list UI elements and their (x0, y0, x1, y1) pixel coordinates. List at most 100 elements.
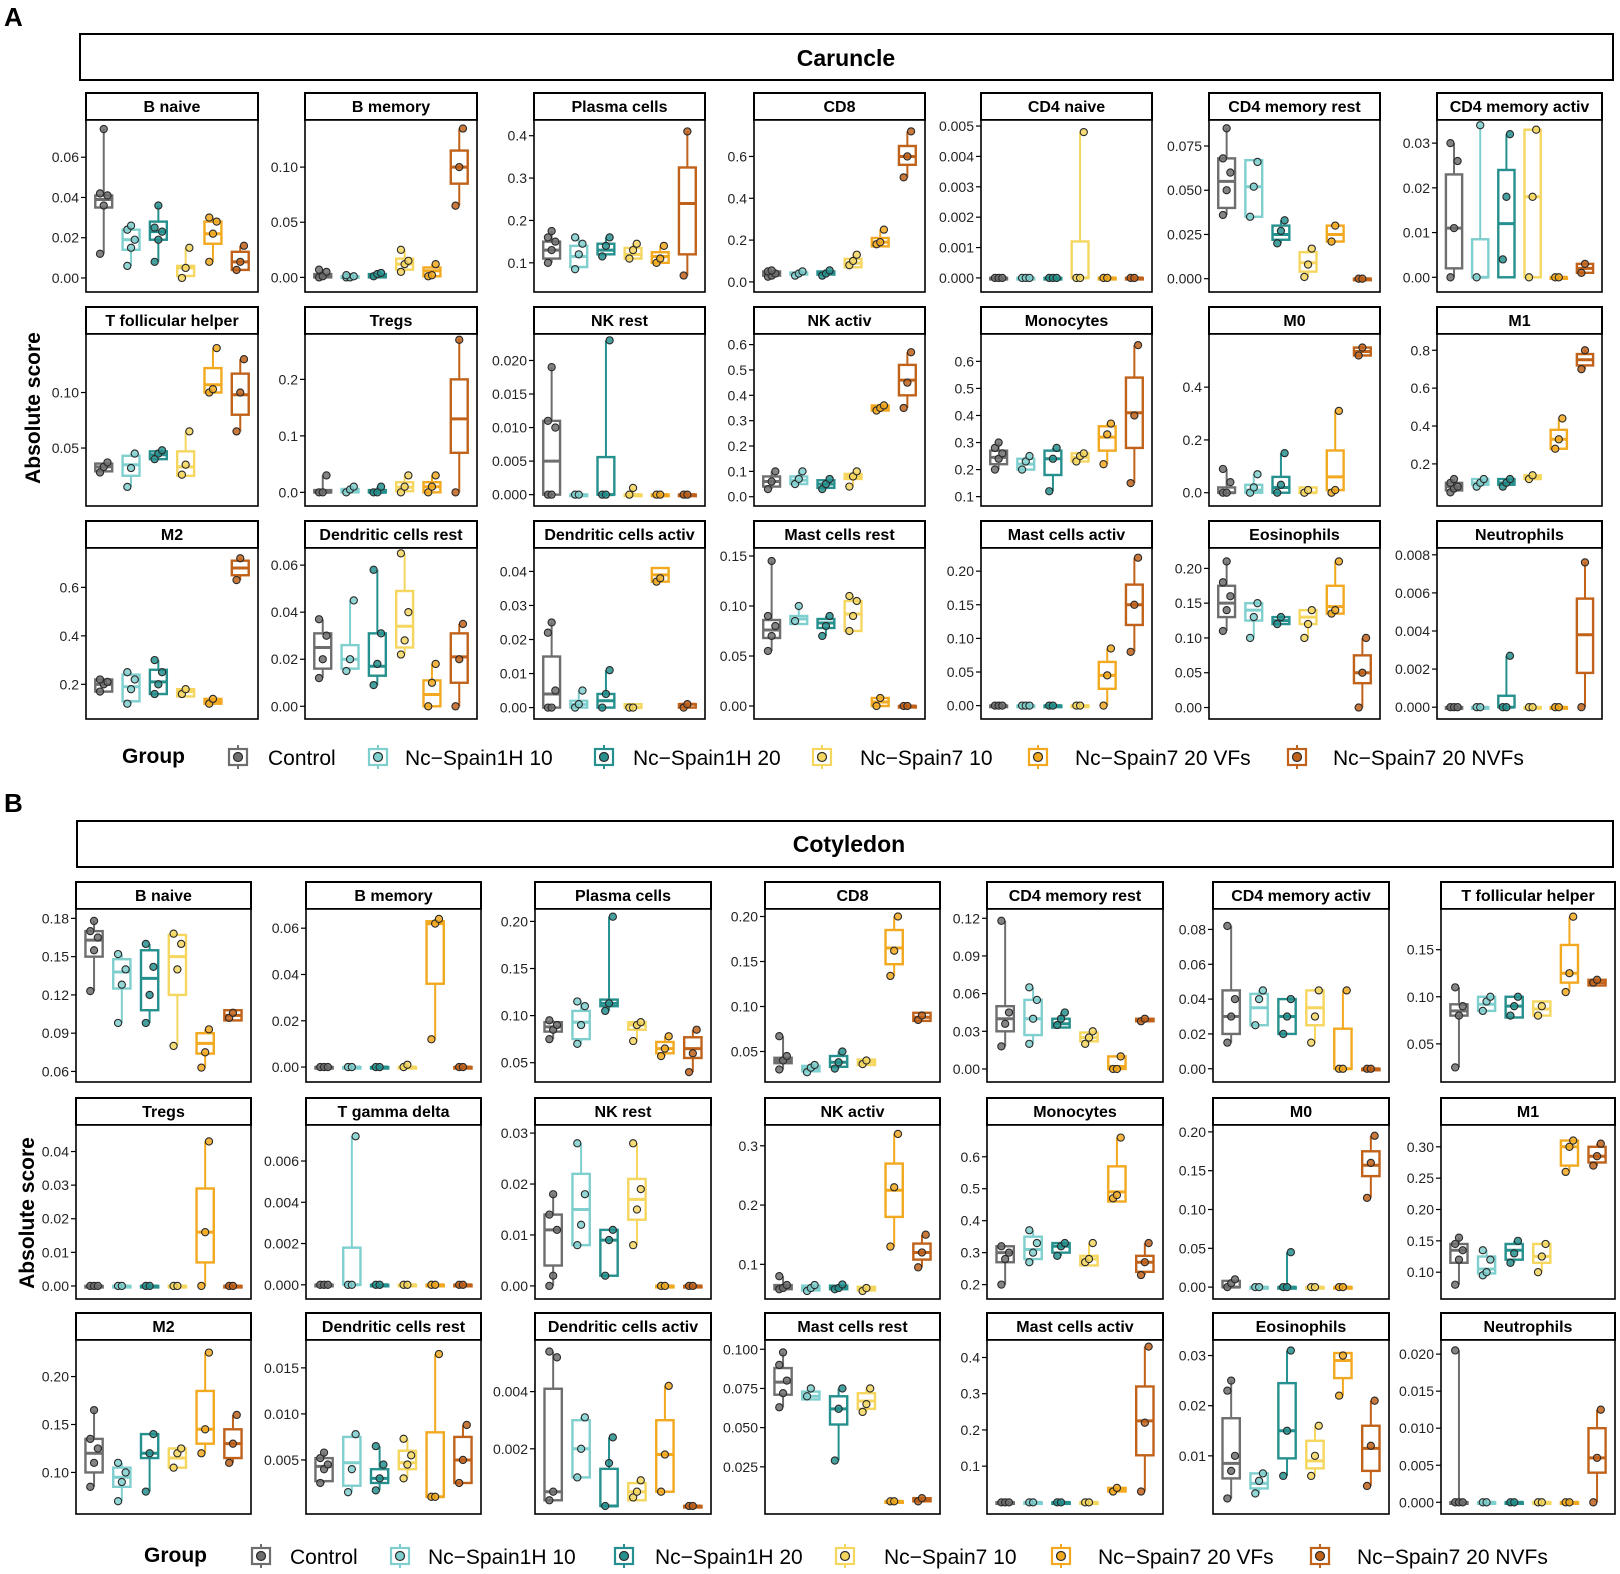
facet-neutrophils: Neutrophils 0.000 0.005 0.010 0.015 0.020 (1399, 1312, 1616, 1515)
y-tick-label: 0.00 (501, 1278, 528, 1294)
box-nc-spain1h-10 (569, 686, 589, 712)
data-point (458, 124, 468, 133)
data-point (1004, 1248, 1014, 1257)
y-tick-label: 0.02 (42, 1211, 69, 1227)
facet-title: M0 (1283, 313, 1305, 330)
facet-m2: M2 0.10 0.15 0.20 (42, 1312, 252, 1515)
data-point (1370, 1131, 1379, 1140)
data-point (185, 243, 194, 252)
facet-title: Dendritic cells rest (322, 1319, 466, 1336)
data-point (636, 1476, 645, 1485)
data-point (903, 378, 912, 387)
y-tick-label: 0.01 (1179, 1448, 1206, 1464)
data-point (1454, 1233, 1464, 1242)
data-point (1314, 986, 1323, 995)
data-point (239, 355, 249, 364)
data-point (145, 990, 154, 1000)
data-point (121, 1468, 130, 1477)
data-point (578, 686, 587, 695)
y-tick-label: 0.2 (1183, 432, 1203, 448)
data-point (848, 256, 858, 266)
facet-dendritic-cells-rest: Dendritic cells rest 0.005 0.010 0.015 (264, 1312, 482, 1515)
facet-strip (1440, 1312, 1616, 1341)
box-nc-spain1h-10 (789, 267, 809, 280)
facet-title: M1 (1517, 1104, 1539, 1121)
y-tick-label: 0.0 (728, 274, 748, 290)
data-point (547, 245, 556, 255)
box-nc-spain7-20-vfs (1325, 557, 1345, 618)
data-point (1140, 1014, 1149, 1023)
box-body (425, 1431, 445, 1498)
box-nc-spain1h-10 (1023, 983, 1043, 1049)
box-nc-spain7-10 (1305, 986, 1325, 1047)
y-tick-label: 0.00 (1179, 1279, 1206, 1295)
y-tick-label: 0.06 (271, 557, 298, 573)
data-point (1366, 1064, 1375, 1073)
data-point (1532, 125, 1541, 134)
data-point (424, 488, 433, 497)
legend-key-point (839, 1550, 851, 1562)
data-point (866, 1384, 875, 1393)
data-point (373, 488, 382, 497)
data-point (1554, 273, 1563, 282)
data-point (113, 1018, 123, 1028)
y-tick-label: 0.4 (728, 387, 748, 403)
data-point (810, 1060, 819, 1070)
data-point (1004, 1498, 1014, 1507)
box-nc-spain1h-10 (1470, 121, 1490, 282)
data-point (605, 233, 614, 242)
data-point (431, 659, 440, 669)
data-point (185, 427, 194, 436)
facet-cd4-memory-activ: CD4 memory activ 0.00 0.02 0.04 0.06 0.08 (1179, 881, 1390, 1083)
box-nc-spain7-20-nvfs (1587, 1139, 1607, 1170)
data-point (1227, 1376, 1236, 1385)
y-tick-label: 0.025 (723, 1459, 758, 1475)
legend-item-nc-spain7-20-nvfs: Nc−Spain7 20 NVFs (1309, 1544, 1548, 1569)
facet-t-follicular-helper: T follicular helper 0.05 0.10 0.15 (1407, 881, 1616, 1083)
data-point (876, 693, 885, 703)
data-point (1366, 1441, 1375, 1450)
y-tick-label: 0.20 (731, 909, 758, 925)
facet-strip (75, 881, 252, 910)
data-point (1524, 273, 1534, 282)
data-point (86, 1482, 95, 1491)
legend-item-nc-spain7-20-vfs: Nc−Spain7 20 VFs (1027, 745, 1251, 770)
box-nc-spain7-20-vfs (870, 693, 890, 711)
box-nc-spain1h-10 (1244, 157, 1264, 221)
data-point (1486, 1255, 1495, 1264)
data-point (1358, 343, 1367, 352)
y-tick-label: 0.1 (279, 428, 299, 444)
box-control (314, 1448, 334, 1488)
data-point (775, 1403, 784, 1412)
data-point (1476, 703, 1485, 712)
data-point (427, 678, 437, 687)
data-point (89, 946, 99, 955)
data-point (1505, 474, 1515, 484)
data-point (629, 1241, 638, 1250)
data-point (852, 596, 861, 606)
box-nc-spain7-10 (1070, 449, 1090, 466)
facet-panel (534, 1124, 712, 1300)
data-point (604, 1235, 614, 1245)
facet-panel (1208, 119, 1381, 293)
y-tick-label: 0.2 (728, 232, 748, 248)
data-point (316, 1478, 325, 1488)
box-nc-spain7-20-nvfs (230, 554, 250, 585)
facet-panel (85, 119, 259, 293)
data-point (1056, 1498, 1066, 1507)
facet-title: NK rest (595, 1104, 653, 1121)
facet-m2: M2 0.2 0.4 0.6 (60, 520, 259, 720)
data-point (1449, 474, 1459, 484)
y-tick-label: 0.01 (1403, 225, 1430, 241)
data-point (656, 574, 665, 583)
data-point (95, 189, 105, 198)
box-nc-spain1h-20 (1504, 992, 1524, 1020)
facet-title: B naive (144, 99, 201, 116)
facet-strip (1440, 881, 1616, 910)
data-point (601, 1501, 610, 1511)
box-nc-spain1h-20 (139, 1281, 160, 1291)
data-point (150, 689, 159, 699)
data-point (1286, 1248, 1295, 1257)
data-point (838, 1047, 847, 1056)
data-point (1533, 1011, 1543, 1020)
